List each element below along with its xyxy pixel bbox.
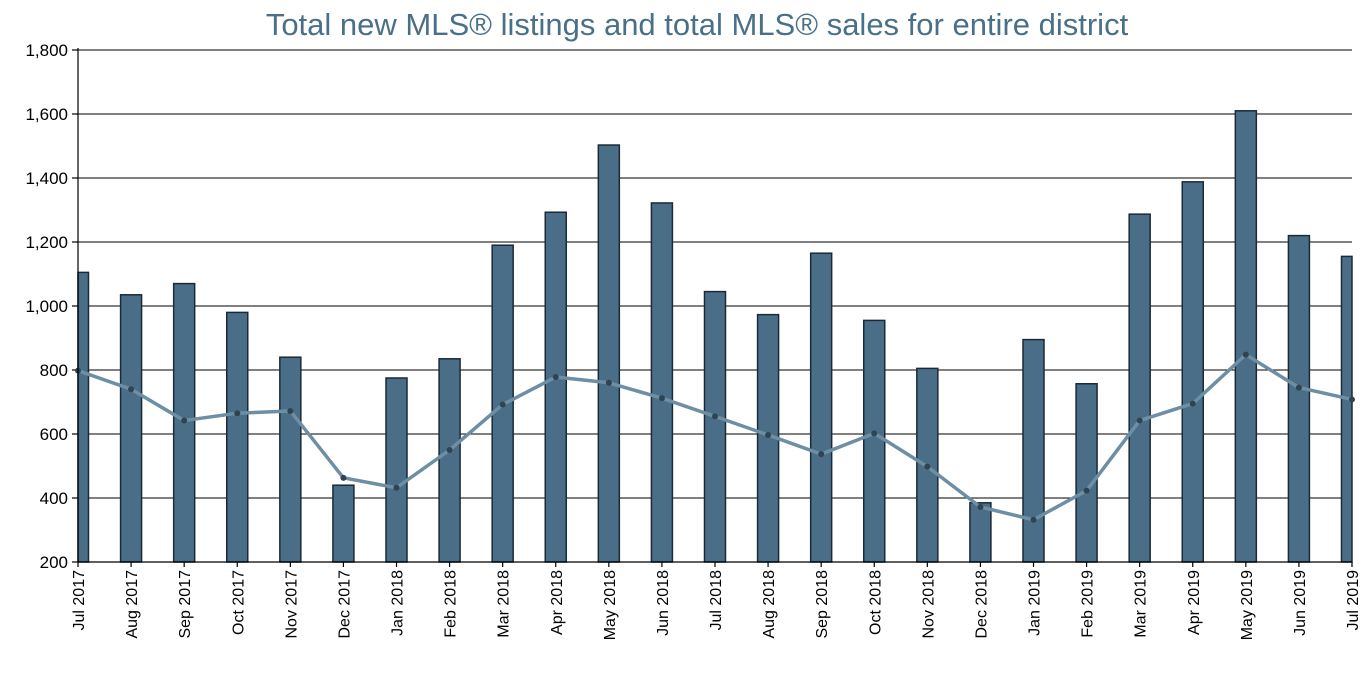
sales-point bbox=[712, 413, 718, 420]
axes bbox=[77, 48, 1353, 567]
y-tick-label: 1,200 bbox=[25, 233, 68, 252]
listings-bar bbox=[1181, 181, 1204, 563]
x-tick-label: Mar 2019 bbox=[1133, 570, 1150, 638]
listings-bar bbox=[119, 294, 143, 563]
sales-point bbox=[287, 407, 294, 414]
listings-bar bbox=[969, 502, 992, 563]
sales-point bbox=[977, 503, 984, 510]
x-tick-label: Aug 2017 bbox=[124, 570, 141, 639]
x-tick-label: Jul 2018 bbox=[708, 570, 725, 631]
listings-bar bbox=[863, 319, 886, 563]
sales-point bbox=[1136, 417, 1143, 424]
x-tick-label: Aug 2018 bbox=[761, 570, 778, 639]
sales-point bbox=[765, 431, 772, 438]
y-tick-label: 1,800 bbox=[25, 41, 68, 60]
y-tick-label: 800 bbox=[40, 361, 68, 380]
sales-point bbox=[605, 379, 612, 386]
listings-bar bbox=[77, 271, 90, 563]
x-tick-label: Nov 2017 bbox=[283, 570, 300, 639]
y-axis-tick-labels: 200 400 600 800 1,000 1,200 1,400 1,600 1,800 bbox=[25, 41, 68, 572]
sales-point bbox=[924, 463, 931, 470]
sales-point bbox=[1189, 400, 1196, 407]
x-tick-label: Jul 2017 bbox=[71, 570, 88, 631]
x-tick-label: Apr 2019 bbox=[1186, 570, 1203, 635]
sales-point bbox=[658, 395, 665, 402]
x-tick-label: Jan 2018 bbox=[390, 570, 407, 636]
x-tick-label: Sep 2017 bbox=[177, 570, 194, 639]
x-tick-label: Jan 2019 bbox=[1027, 570, 1044, 636]
y-tick-label: 1,000 bbox=[25, 297, 68, 316]
y-tick-label: 200 bbox=[40, 553, 68, 572]
y-tick-label: 600 bbox=[40, 425, 68, 444]
x-tick-label: Oct 2018 bbox=[867, 570, 884, 635]
x-tick-label: Jul 2019 bbox=[1345, 570, 1362, 631]
x-tick-label: Oct 2017 bbox=[230, 570, 247, 635]
x-tick-label: Jun 2019 bbox=[1292, 570, 1309, 636]
sales-point bbox=[552, 374, 559, 381]
x-tick-label: Dec 2017 bbox=[336, 570, 353, 639]
listings-bar bbox=[279, 356, 302, 563]
sales-point bbox=[1349, 396, 1355, 403]
x-tick-label: May 2018 bbox=[602, 570, 619, 640]
sales-point bbox=[446, 447, 453, 453]
sales-point bbox=[181, 417, 188, 424]
sales-point bbox=[499, 401, 506, 408]
y-tick-label: 1,600 bbox=[25, 105, 68, 124]
sales-point bbox=[234, 410, 241, 417]
x-tick-label: May 2019 bbox=[1239, 570, 1256, 640]
listings-bar bbox=[438, 358, 461, 563]
listings-bar bbox=[1340, 255, 1353, 563]
sales-point bbox=[1242, 351, 1249, 358]
listings-bar bbox=[1075, 383, 1098, 563]
listings-bar bbox=[1022, 338, 1045, 563]
listings-bar bbox=[1128, 213, 1151, 563]
listings-bar bbox=[332, 484, 355, 563]
sales-point bbox=[128, 386, 135, 393]
listings-bar bbox=[809, 252, 833, 563]
y-tick-label: 1,400 bbox=[25, 169, 68, 188]
listings-bar bbox=[385, 377, 408, 563]
sales-point bbox=[393, 484, 400, 491]
listings-bar bbox=[703, 290, 727, 563]
y-tick-label: 400 bbox=[40, 489, 68, 508]
sales-point bbox=[340, 474, 347, 481]
listings-bar bbox=[544, 211, 567, 563]
sales-point bbox=[818, 451, 825, 458]
sales-point bbox=[1030, 516, 1037, 523]
sales-point bbox=[1083, 487, 1090, 494]
x-axis-tick-labels: Jul 2017 Aug 2017 Sep 2017 Oct 2017 Nov 2017… bbox=[71, 570, 1362, 640]
x-tick-label: Mar 2018 bbox=[496, 570, 513, 638]
x-tick-label: Nov 2018 bbox=[920, 570, 937, 639]
x-tick-label: Sep 2018 bbox=[814, 570, 831, 639]
x-tick-label: Jun 2018 bbox=[655, 570, 672, 636]
listings-bar bbox=[1234, 110, 1258, 563]
listings-bar bbox=[650, 202, 674, 563]
x-tick-label: Dec 2018 bbox=[973, 570, 990, 639]
x-tick-label: Feb 2018 bbox=[443, 570, 460, 638]
listings-bar bbox=[597, 144, 621, 563]
sales-point bbox=[871, 430, 878, 437]
sales-line-series bbox=[75, 351, 1355, 523]
sales-point bbox=[1295, 384, 1302, 391]
x-tick-label: Apr 2018 bbox=[549, 570, 566, 635]
x-tick-label: Feb 2019 bbox=[1080, 570, 1097, 638]
listings-bar bbox=[1287, 234, 1311, 563]
chart-title: Total new MLS® listings and total MLS® s… bbox=[266, 7, 1129, 42]
listings-bar bbox=[226, 311, 249, 563]
